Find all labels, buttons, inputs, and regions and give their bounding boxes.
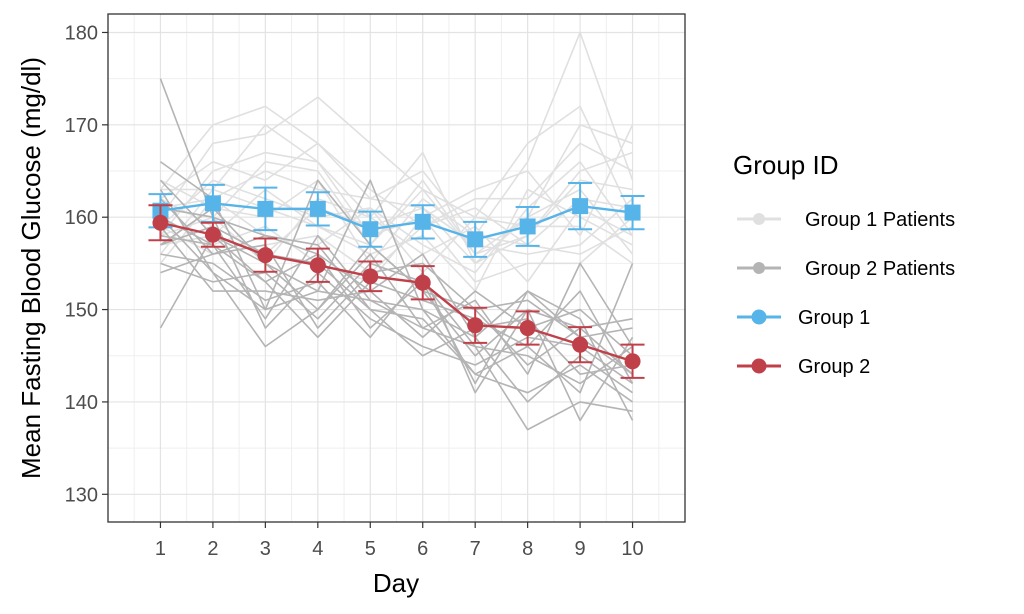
x-tick-label: 10 — [621, 538, 643, 560]
legend-label-group2: Group 2 — [798, 356, 870, 378]
y-tick-label: 160 — [65, 207, 98, 229]
group2-patient-line — [160, 216, 634, 385]
x-tick-label: 5 — [365, 538, 376, 560]
y-axis-title: Mean Fasting Blood Glucose (mg/dl) — [16, 57, 46, 479]
legend-entry-group1-patients: Group 1 Patients — [737, 209, 955, 231]
y-tick-label: 150 — [65, 300, 98, 322]
y-tick-label: 180 — [65, 22, 98, 44]
legend-title: Group ID — [733, 150, 839, 180]
legend-entry-group1: Group 1 — [737, 307, 870, 329]
group2-patient-lines — [159, 78, 634, 431]
mean-series — [148, 182, 645, 379]
legend-key-group1-patients-point — [753, 213, 765, 225]
group2-mean-point — [624, 353, 641, 370]
y-tick-label: 130 — [65, 484, 98, 506]
x-tick-label: 4 — [312, 538, 323, 560]
group2-patient-line — [160, 207, 634, 385]
x-tick-label: 6 — [417, 538, 428, 560]
group1-patient-line — [160, 151, 633, 265]
x-tick-label: 1 — [155, 538, 166, 560]
group1-patient-line — [159, 197, 634, 274]
group1-mean-point — [572, 198, 589, 215]
plot-border — [107, 13, 686, 523]
x-axis: 1 2 3 4 5 6 7 8 9 10 — [155, 522, 644, 560]
legend-entry-group2-patients: Group 2 Patients — [737, 258, 955, 280]
group2-mean-point — [204, 226, 221, 243]
group2-mean-point — [152, 214, 169, 231]
group2-mean-point — [414, 274, 431, 291]
legend-label-group1: Group 1 — [798, 307, 870, 329]
group2-mean-point — [519, 320, 536, 337]
group1-mean-point — [519, 218, 536, 235]
group2-mean-point — [467, 317, 484, 334]
x-axis-title: Day — [373, 568, 419, 598]
x-tick-label: 9 — [575, 538, 586, 560]
legend-entry-group2: Group 2 — [737, 356, 870, 378]
group1-mean-point — [624, 204, 641, 221]
y-axis: 130 140 150 160 170 180 — [65, 22, 108, 506]
group1-mean-point — [414, 213, 431, 230]
group1-mean-point — [309, 200, 326, 217]
group2-mean-point — [362, 268, 379, 285]
x-tick-label: 8 — [522, 538, 533, 560]
group1-mean-point — [362, 221, 379, 238]
legend-key-group1-point — [751, 309, 767, 325]
legend-label-group2-patients: Group 2 Patients — [805, 258, 955, 280]
group1-mean-point — [467, 231, 484, 248]
y-tick-label: 140 — [65, 392, 98, 414]
group1-patient-line — [159, 96, 634, 218]
group2-patient-line — [159, 234, 634, 421]
group2-mean-point — [572, 336, 589, 353]
group2-mean-point — [309, 257, 326, 274]
group1-patient-line — [159, 142, 633, 228]
group2-patient-line — [160, 262, 633, 431]
group2-patient-line — [159, 207, 634, 375]
group1-patient-lines — [159, 31, 634, 292]
group2-mean-point — [257, 247, 274, 264]
y-tick-label: 170 — [65, 115, 98, 137]
x-tick-label: 3 — [260, 538, 271, 560]
group1-mean-point — [204, 195, 221, 212]
group2-mean-line — [160, 221, 633, 363]
group1-mean-point — [257, 200, 274, 217]
group1-mean-line — [160, 202, 633, 241]
x-tick-label: 7 — [470, 538, 481, 560]
legend-key-group2-patients-point — [753, 262, 765, 274]
x-tick-label: 2 — [207, 538, 218, 560]
legend-key-group2-point — [751, 358, 767, 374]
legend-label-group1-patients: Group 1 Patients — [805, 209, 955, 231]
legend: Group ID Group 1 Patients Group 2 Patien… — [733, 150, 955, 378]
